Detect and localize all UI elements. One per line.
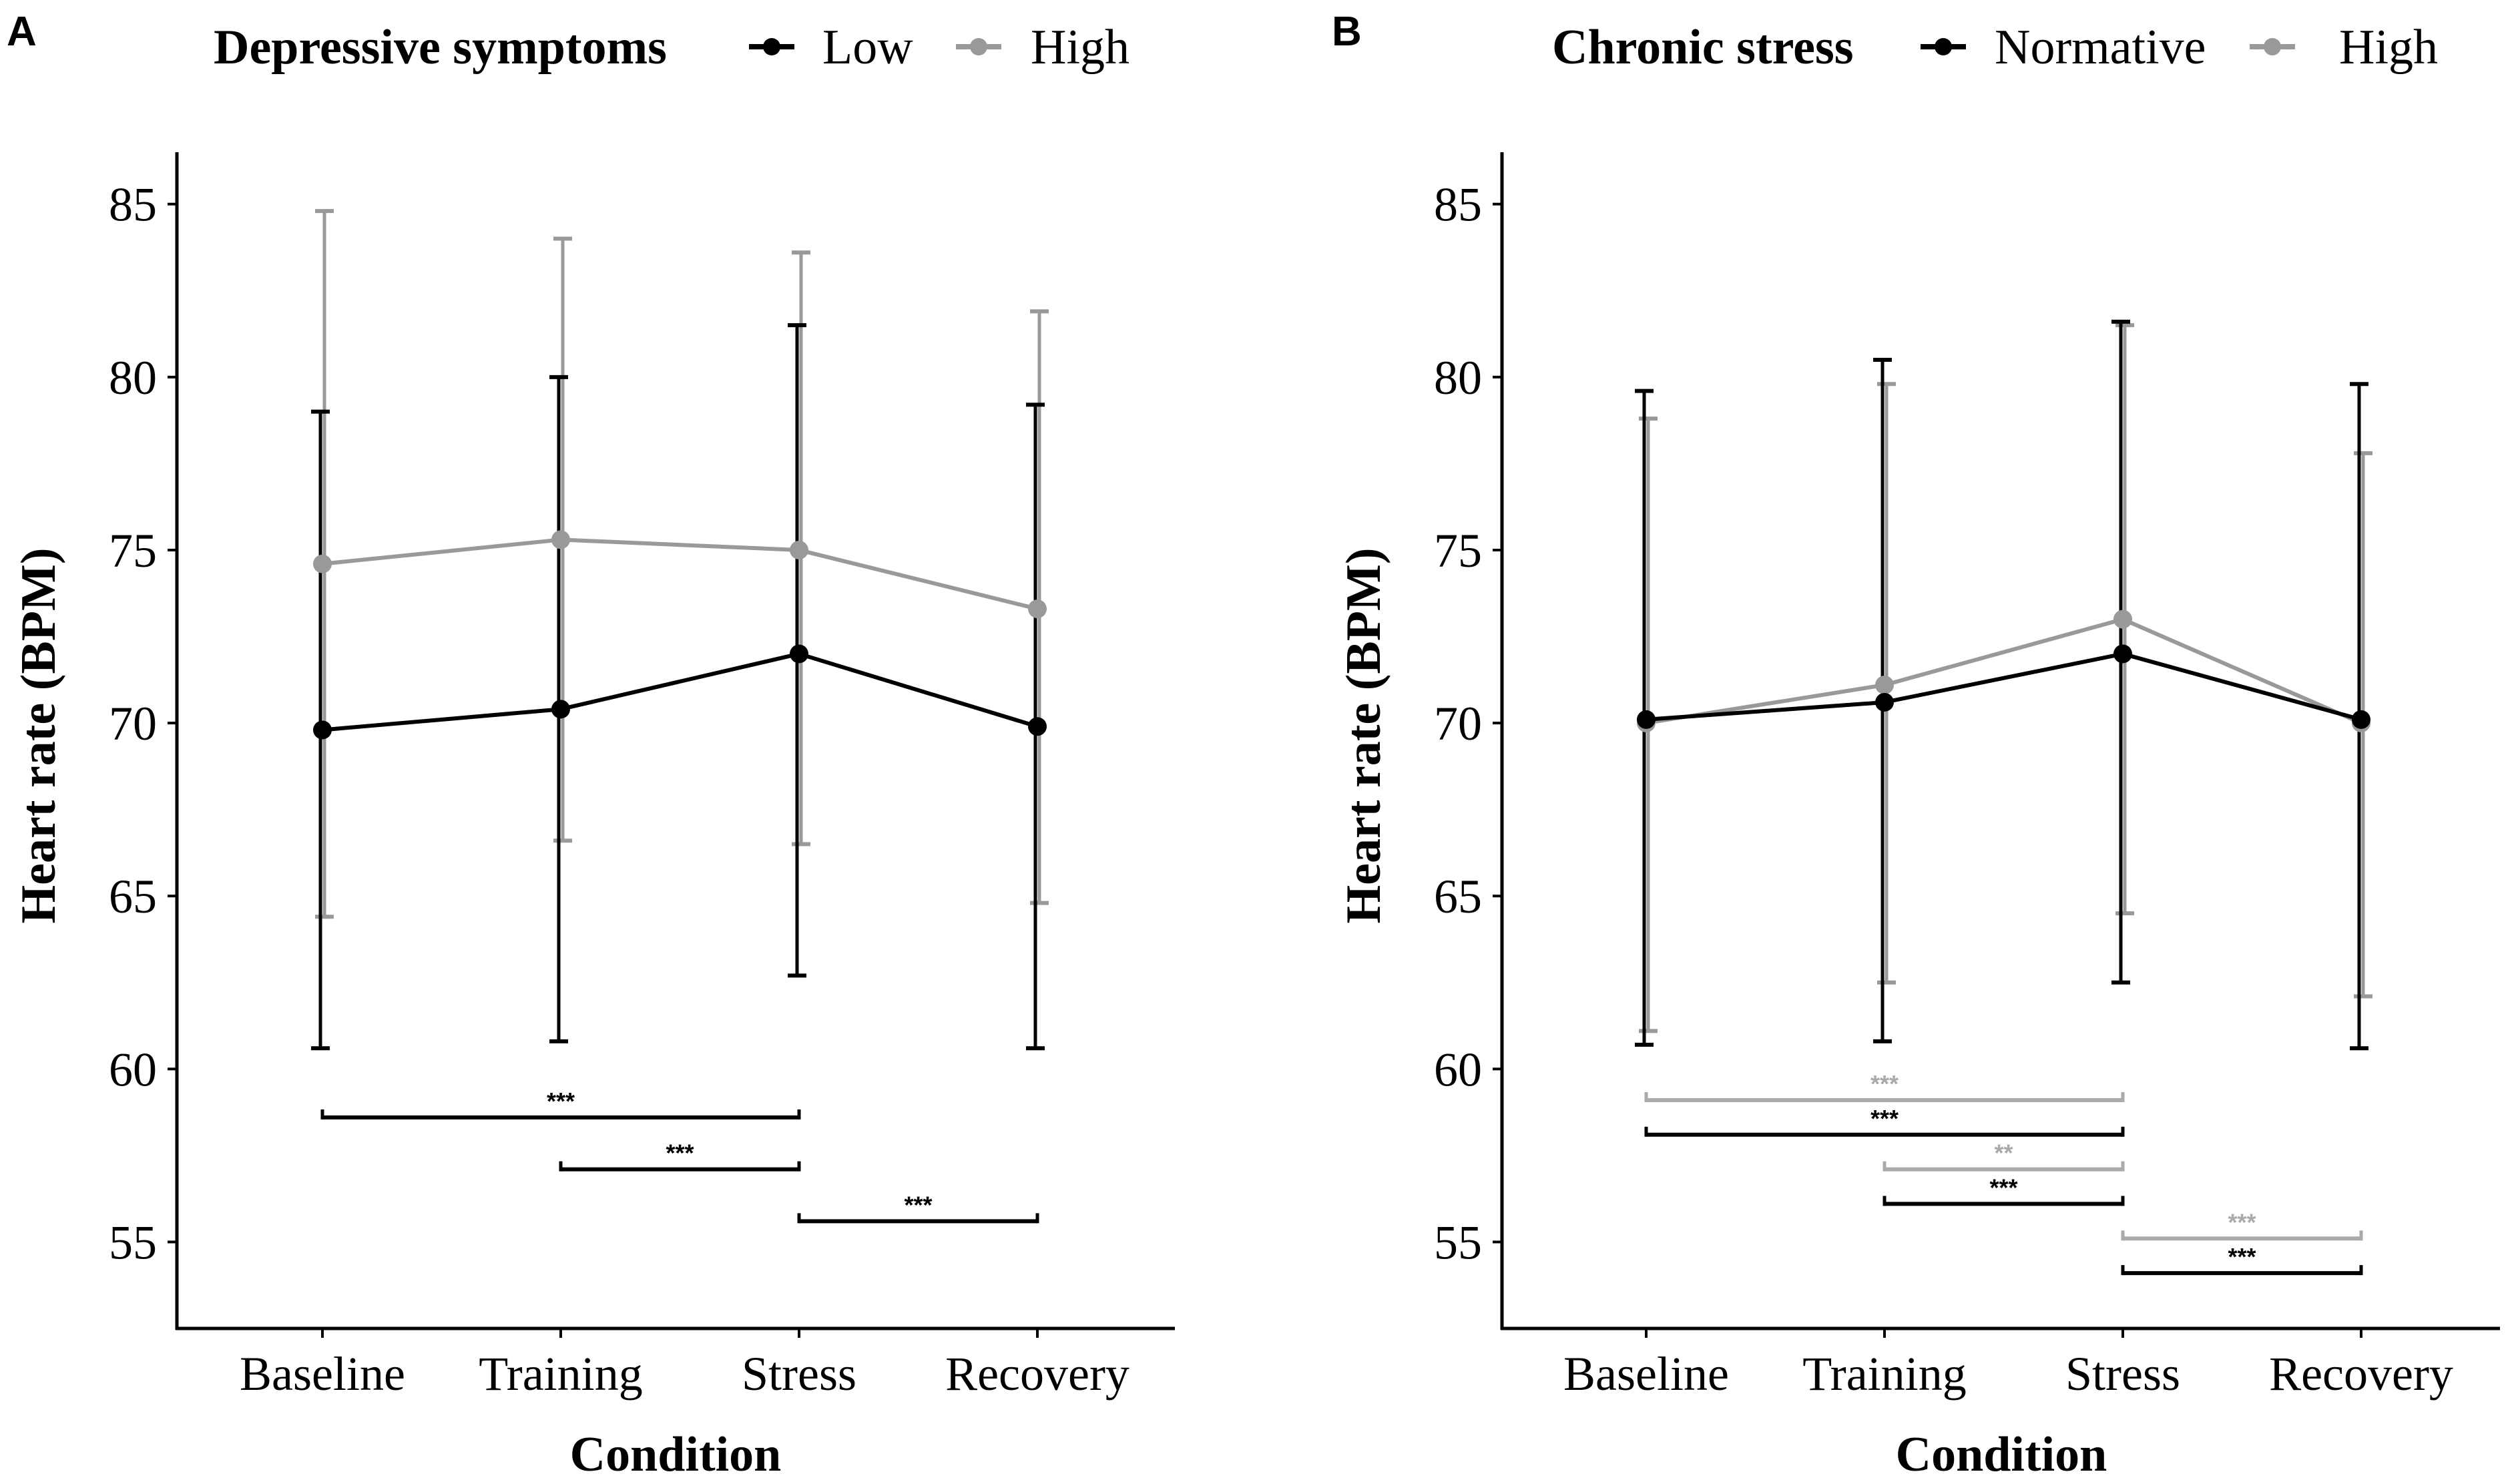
legend-item-high: High [2250, 20, 2438, 75]
legend-marker [970, 38, 987, 55]
significance-label: *** [666, 1140, 694, 1167]
legend-item-high: High [956, 20, 1130, 75]
x-axis-title: Condition [1896, 1427, 2107, 1482]
significance-label: *** [1989, 1174, 2017, 1201]
data-point [1028, 599, 1047, 619]
x-tick-label: Training [1802, 1347, 1966, 1401]
plot-area: 55 60 65 70 75 80 85 Baseline Training Stress Reco… [1434, 152, 2500, 1401]
significance-bracket: *** [1644, 1105, 2125, 1137]
data-point [313, 720, 332, 740]
y-tick-label: 85 [109, 178, 157, 232]
data-point [2113, 609, 2132, 629]
panel-a: A Depressive symptoms Low High Heart rat… [7, 9, 1175, 1482]
legend-label-normative: Normative [1995, 20, 2206, 75]
legend: Chronic stress Normative High [1552, 20, 2438, 75]
x-tick-label: Recovery [945, 1347, 1130, 1401]
legend-marker [2264, 38, 2281, 55]
y-tick-label: 85 [1434, 178, 1482, 232]
significance-bracket: *** [559, 1140, 801, 1172]
data-point [1637, 710, 1656, 729]
y-tick-label: 70 [1434, 697, 1482, 750]
data-point [1028, 717, 1047, 736]
series-line-high [1646, 617, 2362, 726]
y-tick-label: 70 [109, 697, 157, 750]
series-line-normative [1646, 652, 2362, 722]
y-tick-label: 80 [109, 351, 157, 405]
significance-bracket: *** [797, 1191, 1039, 1224]
significance-bracket: *** [1883, 1174, 2125, 1206]
panel-b: B Chronic stress Normative High Heart ra… [1332, 9, 2500, 1482]
series-line-low [322, 652, 1038, 732]
significance-bracket: ** [1883, 1140, 2125, 1172]
legend-label-low: Low [822, 20, 913, 75]
data-point [551, 700, 570, 719]
significance-bracket: *** [2121, 1208, 2363, 1241]
y-axis-title: Heart rate (BPM) [1336, 548, 1391, 924]
x-axis-title: Condition [570, 1427, 782, 1482]
significance-bracket: *** [2121, 1243, 2363, 1276]
panel-letter: A [7, 9, 37, 55]
x-tick-label: Training [479, 1347, 642, 1401]
significance-label: *** [2228, 1208, 2256, 1236]
y-axis-title: Heart rate (BPM) [11, 548, 66, 924]
x-tick-label: Baseline [1563, 1347, 1729, 1401]
data-point [2352, 710, 2370, 729]
y-tick-label: 60 [1434, 1043, 1482, 1096]
y-tick-label: 55 [109, 1216, 157, 1269]
legend-item-normative: Normative [1921, 20, 2206, 75]
y-tick-label: 75 [109, 524, 157, 577]
significance-label: *** [1870, 1070, 1899, 1097]
y-tick-label: 75 [1434, 524, 1482, 577]
legend-marker [763, 38, 780, 55]
legend-item-low: Low [749, 20, 913, 75]
y-tick-label: 65 [109, 870, 157, 923]
significance-bracket: *** [1644, 1070, 2125, 1102]
series-line-high [322, 537, 1038, 611]
data-point [1875, 676, 1894, 695]
significance-bracket: *** [320, 1087, 801, 1120]
significance-label: ** [1994, 1140, 2013, 1167]
x-tick-label: Stress [2065, 1347, 2180, 1401]
legend-label-high: High [2339, 20, 2438, 75]
y-tick-label: 55 [1434, 1216, 1482, 1269]
significance-label: *** [1870, 1105, 1899, 1132]
y-tick-label: 65 [1434, 870, 1482, 923]
x-tick-label: Recovery [2269, 1347, 2453, 1401]
x-tick-label: Baseline [240, 1347, 405, 1401]
data-point [2113, 644, 2132, 664]
legend-label-high: High [1031, 20, 1130, 75]
data-point [790, 540, 808, 559]
legend-marker [1935, 38, 1952, 55]
significance-label: *** [547, 1087, 575, 1115]
legend: Depressive symptoms Low High [214, 20, 1130, 75]
x-tick-label: Stress [742, 1347, 856, 1401]
data-point [551, 530, 570, 549]
significance-label: *** [2228, 1243, 2256, 1270]
y-tick-label: 60 [109, 1043, 157, 1096]
legend-title: Depressive symptoms [214, 20, 667, 75]
legend-title: Chronic stress [1552, 20, 1854, 75]
y-tick-label: 80 [1434, 351, 1482, 405]
panel-letter: B [1332, 9, 1362, 55]
data-point [790, 644, 808, 664]
data-point [1875, 692, 1894, 712]
significance-label: *** [904, 1191, 932, 1218]
plot-area: 55 60 65 70 75 80 85 Baseline Training Stress Reco… [109, 152, 1175, 1401]
data-point [313, 554, 332, 573]
